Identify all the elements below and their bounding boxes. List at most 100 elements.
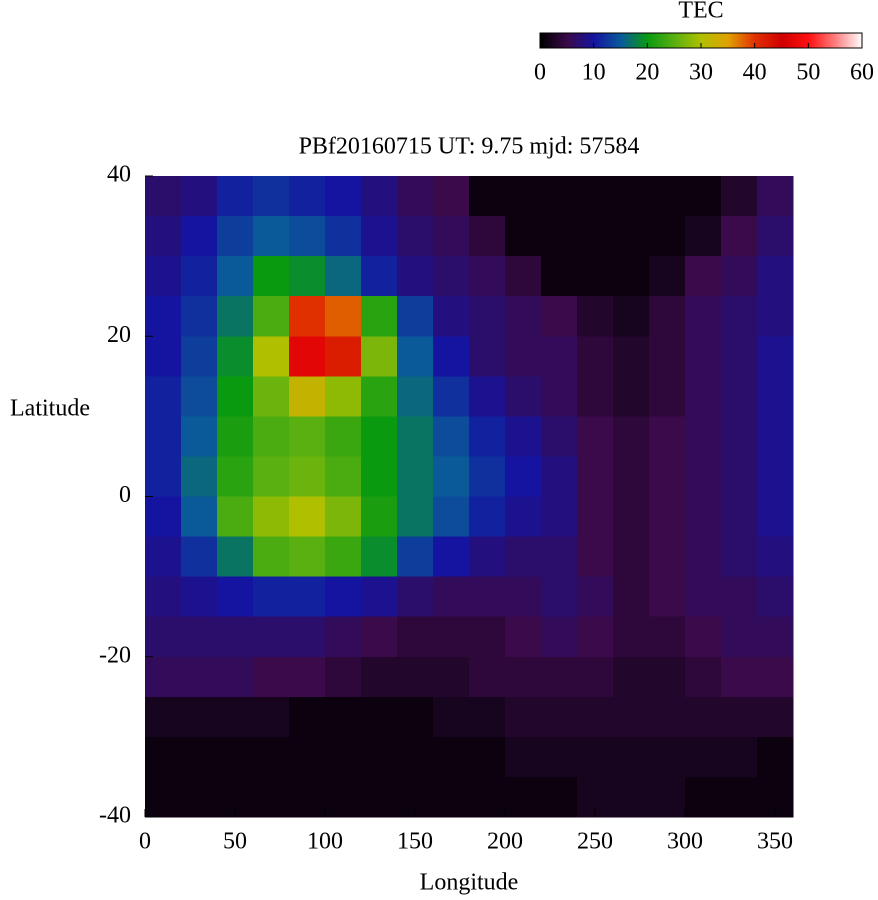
colorbar-strip: [598, 33, 600, 48]
heat-cell: [577, 416, 614, 457]
heat-cell: [253, 376, 290, 417]
heat-cell: [469, 416, 506, 457]
heat-cell: [469, 216, 506, 257]
colorbar-strip: [609, 33, 611, 48]
colorbar-strip: [696, 33, 698, 48]
colorbar-strip: [834, 33, 836, 48]
colorbar-strip: [791, 33, 793, 48]
colorbar-strip: [720, 33, 722, 48]
heat-cell: [577, 176, 614, 217]
heat-cell: [217, 536, 254, 578]
colorbar-strip: [717, 33, 719, 48]
heat-cell: [757, 536, 794, 578]
colorbar-strip: [756, 33, 758, 48]
heat-cell: [649, 176, 686, 217]
heat-cell: [397, 416, 434, 457]
heat-cell: [757, 216, 794, 257]
heat-cell: [253, 536, 290, 578]
colorbar-strip: [636, 33, 638, 48]
heat-cell: [649, 336, 686, 377]
colorbar-strip: [771, 33, 773, 48]
heat-cell: [181, 256, 218, 297]
heat-cell: [181, 616, 218, 658]
colorbar-strip: [794, 33, 796, 48]
colorbar-strip: [615, 33, 617, 48]
colorbar-strip: [568, 33, 570, 48]
colorbar-strip: [571, 33, 573, 48]
heat-cell: [361, 776, 398, 818]
colorbar-strip: [858, 33, 860, 48]
colorbar-strip: [623, 33, 625, 48]
heat-cell: [685, 656, 722, 698]
heat-cell: [397, 336, 434, 377]
colorbar-strip: [743, 33, 745, 48]
colorbar-strip: [847, 33, 849, 48]
colorbar-strip: [649, 33, 651, 48]
colorbar-strip: [787, 33, 789, 48]
colorbar-strip: [619, 33, 621, 48]
heat-cell: [613, 456, 650, 497]
colorbar-strip: [621, 33, 623, 48]
heat-cell: [397, 256, 434, 297]
colorbar-strip: [823, 33, 825, 48]
colorbar-strip: [608, 33, 610, 48]
heat-cell: [505, 216, 542, 257]
heat-cell: [757, 336, 794, 377]
heat-cell: [505, 376, 542, 417]
heat-cell: [253, 296, 290, 337]
heat-cell: [145, 296, 182, 337]
colorbar-strip: [808, 33, 810, 48]
colorbar-strip: [783, 33, 785, 48]
colorbar-strip: [666, 33, 668, 48]
colorbar-strip: [755, 33, 757, 48]
colorbar-strip: [559, 33, 561, 48]
colorbar-strip: [652, 33, 654, 48]
heat-cell: [721, 496, 758, 538]
heat-cell: [253, 216, 290, 257]
colorbar-strip: [643, 33, 645, 48]
colorbar-strip: [813, 33, 815, 48]
colorbar-strip: [753, 33, 755, 48]
heat-cell: [541, 656, 578, 698]
colorbar-strip: [555, 33, 557, 48]
colorbar-strip: [795, 33, 797, 48]
heat-cell: [433, 376, 470, 417]
colorbar-strip: [820, 33, 822, 48]
heat-cell: [685, 616, 722, 658]
heat-cell: [325, 616, 362, 658]
colorbar-strip: [715, 33, 717, 48]
heat-cell: [541, 616, 578, 658]
heat-cell: [361, 416, 398, 457]
colorbar-strip: [620, 33, 622, 48]
colorbar-strip: [851, 33, 853, 48]
colorbar-strip: [855, 33, 857, 48]
colorbar-strip: [573, 33, 575, 48]
colorbar-strip: [828, 33, 830, 48]
heat-cell: [397, 536, 434, 578]
colorbar-strip: [627, 33, 629, 48]
heat-cell: [289, 576, 326, 618]
colorbar-strip: [777, 33, 779, 48]
heat-cell: [721, 216, 758, 257]
heat-cell: [577, 496, 614, 538]
heat-cell: [577, 736, 614, 778]
colorbar-strip: [664, 33, 666, 48]
heat-cell: [469, 736, 506, 778]
colorbar-strip: [651, 33, 653, 48]
heat-cell: [181, 696, 218, 738]
colorbar-strip: [806, 33, 808, 48]
colorbar-strip: [606, 33, 608, 48]
colorbar-strip: [779, 33, 781, 48]
colorbar-strip: [859, 33, 861, 48]
colorbar-strip: [744, 33, 746, 48]
heat-cell: [685, 336, 722, 377]
colorbar-strip: [671, 33, 673, 48]
heat-cell: [397, 376, 434, 417]
heat-cell: [217, 296, 254, 337]
heat-cell: [649, 496, 686, 538]
colorbar-strip: [817, 33, 819, 48]
colorbar-strip: [564, 33, 566, 48]
colorbar-strip: [655, 33, 657, 48]
heat-cell: [685, 416, 722, 457]
heat-cell: [253, 496, 290, 538]
